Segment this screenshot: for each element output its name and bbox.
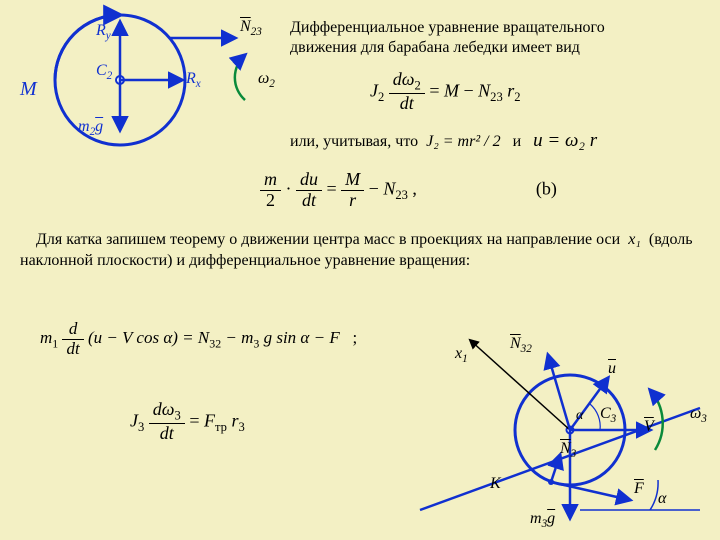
label-M: M [20,78,37,101]
eq-drum-rotation: J2 dω2dt = M − N23 r2 [370,70,521,114]
label-N32: N32 [510,335,532,355]
label-K: K [490,475,501,493]
eq-J3: J3 dω3dt = Fтр r3 [130,400,245,444]
paragraph-1: Дифференциальное уравнение вращательного… [290,18,710,58]
label-u: u [608,360,616,378]
label-x1: x1 [455,345,468,365]
label-omega3: ω3 [690,405,707,425]
eq-center-mass: m1 ddt (u − V cos α) = N32 − m3 g sin α … [40,320,357,358]
label-C2: C2 [96,62,112,82]
label-alpha-center: α [576,408,583,424]
label-N3: N3 [560,440,576,460]
label-m2g: m2g [78,118,103,138]
line-considering: или, учитывая, что J₂ = mr² / 2 и u = ω₂… [290,130,597,152]
label-C3: C3 [600,405,616,425]
roller-diagram [400,320,720,540]
label-F: F [634,480,644,498]
label-Ry: Ry [96,22,111,42]
label-omega2: ω2 [258,70,275,90]
paragraph-2: Для катка запишем теорему о движении цен… [20,230,700,272]
label-Rx: Rx [186,70,201,90]
eq-b: m2 · dudt = Mr − N23 , (b) [260,170,557,211]
label-alpha-base: α [658,490,666,508]
label-m3g: m3g [530,510,555,530]
label-N23: N23 [240,18,262,38]
label-V: V [644,418,654,436]
